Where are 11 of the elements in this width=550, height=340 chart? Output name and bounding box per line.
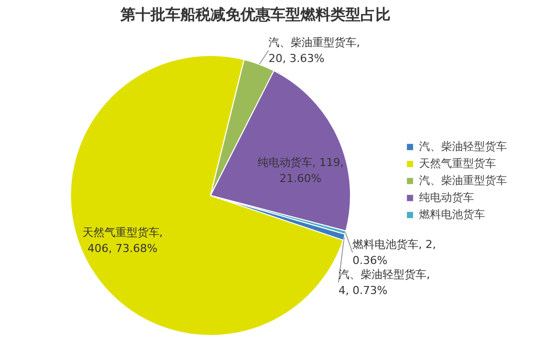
legend-label: 汽、柴油轻型货车 bbox=[419, 139, 507, 154]
chart-title: 第十批车船税减免优惠车型燃料类型占比 bbox=[120, 6, 390, 24]
data-label: 汽、柴油重型货车, 20, 3.63% bbox=[268, 36, 360, 65]
legend-label: 纯电动货车 bbox=[419, 190, 474, 205]
data-label: 纯电动货车, 119, 21.60% bbox=[257, 156, 344, 185]
data-label: 天然气重型货车, 406, 73.68% bbox=[82, 226, 163, 255]
data-label: 燃料电池货车, 2, 0.36% bbox=[352, 238, 436, 267]
data-label: 汽、柴油轻型货车, 4, 0.73% bbox=[338, 268, 430, 297]
legend-label: 天然气重型货车 bbox=[419, 156, 496, 171]
legend-label: 汽、柴油重型货车 bbox=[419, 173, 507, 188]
legend-label: 燃料电池货车 bbox=[419, 207, 485, 222]
